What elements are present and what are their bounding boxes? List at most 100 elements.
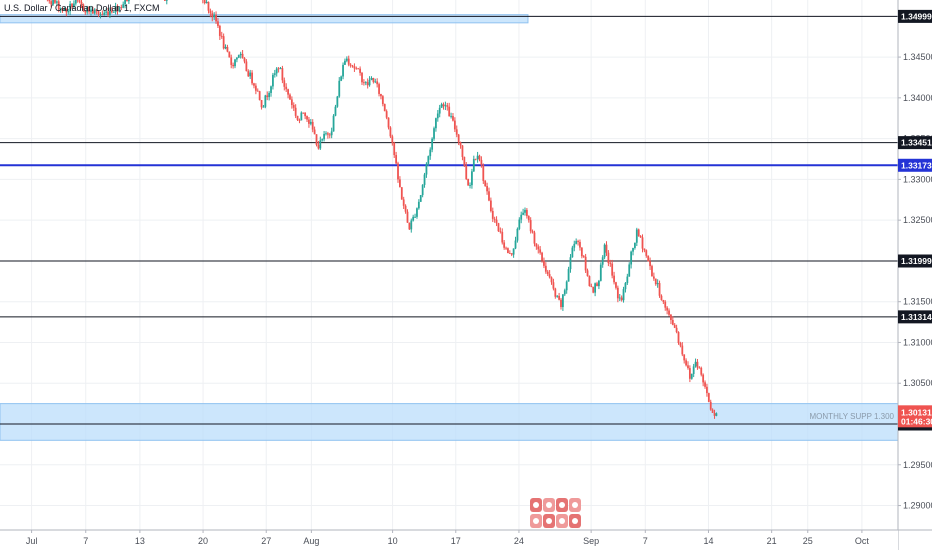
candle-body xyxy=(366,82,369,86)
candle-body xyxy=(431,138,434,150)
candle-body xyxy=(541,252,543,261)
candle-body xyxy=(514,240,517,249)
candle-body xyxy=(338,80,341,97)
candle-body xyxy=(457,134,460,143)
candle-body xyxy=(491,210,494,219)
price-zone[interactable] xyxy=(0,403,899,441)
candle-body xyxy=(565,281,568,291)
candle-body xyxy=(59,8,62,10)
candle-body xyxy=(395,155,398,164)
candle-body xyxy=(550,277,553,283)
candle-body xyxy=(114,5,117,13)
candle-body xyxy=(433,128,435,139)
price-tag-label: 1.31314 xyxy=(901,312,932,322)
candle-body xyxy=(275,68,278,74)
time-tick-label: 17 xyxy=(451,536,461,546)
candle-body xyxy=(222,36,225,49)
candle-body xyxy=(586,270,589,277)
candle-body xyxy=(647,255,650,262)
candle-body xyxy=(361,72,363,83)
price-tick-label: 1.31000 xyxy=(903,337,932,347)
candle-body xyxy=(539,249,542,253)
candle-body xyxy=(334,106,337,116)
candle-body xyxy=(347,58,350,65)
candle-body xyxy=(374,81,377,83)
candle-body xyxy=(330,131,333,136)
candle-body xyxy=(48,0,51,2)
time-axis-panel[interactable] xyxy=(0,530,898,550)
candle-body xyxy=(402,199,405,206)
candle-body xyxy=(641,237,644,249)
candle-body xyxy=(226,46,229,52)
candle-body xyxy=(224,46,227,49)
candle-body xyxy=(74,0,77,4)
candle-body xyxy=(488,191,490,201)
candle-body xyxy=(552,282,555,289)
candle-body xyxy=(670,314,672,321)
candle-body xyxy=(463,156,466,166)
candle-body xyxy=(707,393,710,402)
candle-body xyxy=(73,3,75,7)
candle-body xyxy=(599,264,602,281)
candle-body xyxy=(243,57,246,62)
countdown-label: 01:46:30 xyxy=(901,416,932,426)
candle-body xyxy=(664,301,667,308)
price-axis-panel[interactable] xyxy=(898,0,932,550)
candle-body xyxy=(254,85,257,91)
candle-body xyxy=(328,134,331,136)
horizontal-lines[interactable] xyxy=(0,15,898,425)
candle-body xyxy=(442,104,445,107)
candle-body xyxy=(287,89,289,95)
candles xyxy=(46,0,718,419)
candle-body xyxy=(630,251,633,265)
candle-body xyxy=(272,74,274,87)
price-tag-box xyxy=(898,9,932,23)
time-tick-label: 24 xyxy=(514,536,524,546)
candle-body xyxy=(624,283,627,290)
candle-body xyxy=(359,68,362,73)
candle-body xyxy=(71,3,73,7)
candle-body xyxy=(414,216,416,218)
candle-body xyxy=(296,115,299,120)
candle-body xyxy=(400,187,403,200)
candle-body xyxy=(580,247,583,257)
candle-body xyxy=(268,92,271,98)
candle-body xyxy=(308,119,310,124)
candle-body xyxy=(503,242,506,248)
candle-body xyxy=(508,253,511,254)
candle-body xyxy=(436,113,439,119)
time-tick-label: 7 xyxy=(643,536,648,546)
time-tick-label: Sep xyxy=(583,536,599,546)
candle-body xyxy=(421,184,424,196)
candle-body xyxy=(512,248,515,255)
candle-body xyxy=(501,231,504,243)
candle-body xyxy=(651,266,653,277)
price-tick-label: 1.30500 xyxy=(903,378,932,388)
candle-body xyxy=(465,165,468,180)
candle-body xyxy=(309,121,312,124)
candle-body xyxy=(245,61,248,72)
candle-body xyxy=(425,163,428,175)
candle-body xyxy=(489,200,492,211)
candle-body xyxy=(694,361,697,367)
candle-body xyxy=(279,68,282,69)
candle-body xyxy=(101,14,104,16)
candle-body xyxy=(544,265,547,272)
candle-body xyxy=(596,283,598,287)
candle-body xyxy=(389,127,392,137)
candle-body xyxy=(478,155,481,160)
candle-body xyxy=(713,412,716,416)
candle-body xyxy=(215,14,217,22)
candle-body xyxy=(715,413,718,416)
candle-body xyxy=(281,68,284,81)
price-zone[interactable] xyxy=(0,14,529,24)
candle-body xyxy=(560,299,562,308)
candle-body xyxy=(516,228,519,241)
candle-body xyxy=(349,64,352,66)
candle-body xyxy=(340,76,343,81)
candle-body xyxy=(323,133,325,140)
price-tag-label: 1.34999 xyxy=(901,11,932,21)
candle-body xyxy=(376,81,379,85)
candle-body xyxy=(524,209,526,213)
